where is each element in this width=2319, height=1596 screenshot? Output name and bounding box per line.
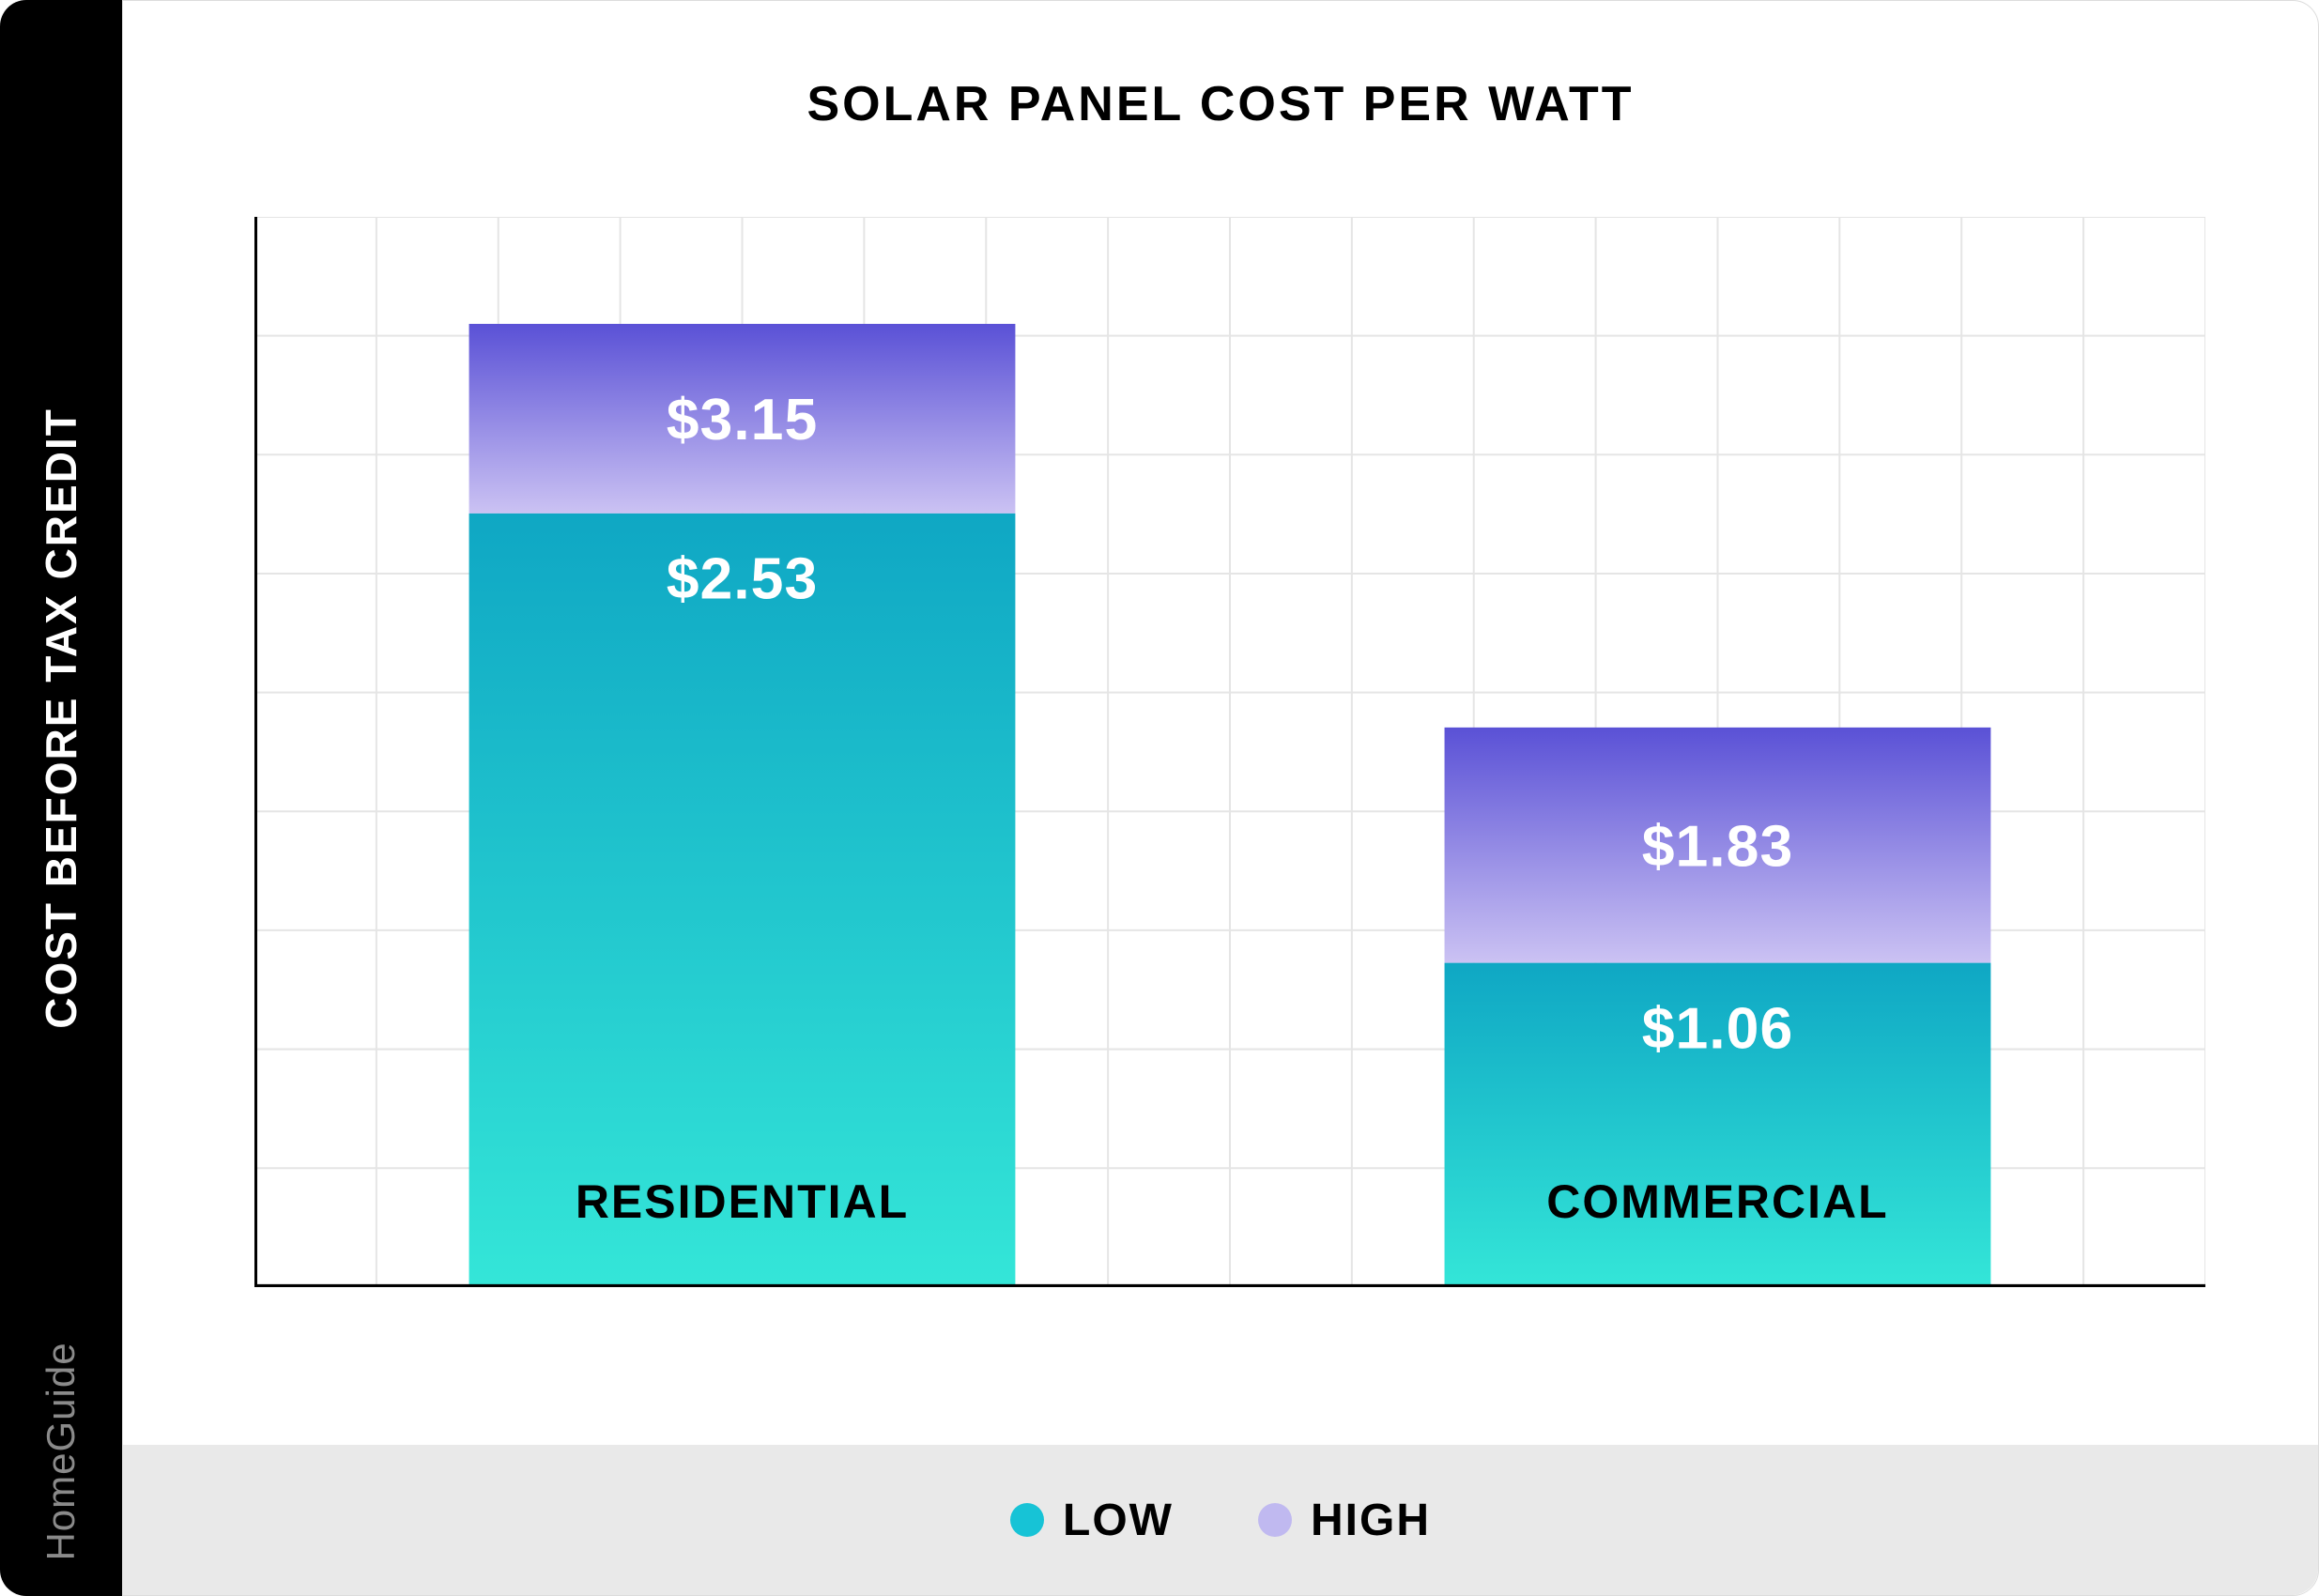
plot-area: $3.15 $2.53 $1.83 $1.06 [254,217,2205,1278]
legend-text-high: HIGH [1311,1495,1431,1546]
legend-text-low: LOW [1063,1495,1174,1546]
bar-label-high: $3.15 [667,387,819,453]
y-axis-label: COST BEFORE TAX CREDIT [36,407,86,1029]
legend-item-low: LOW [1010,1495,1174,1546]
category-label-0: RESIDENTIAL [254,1174,1230,1229]
bar-label-high: $1.83 [1642,813,1794,879]
side-rail: COST BEFORE TAX CREDIT HomeGuide [0,0,122,1596]
bar-label-low: $1.06 [1642,995,1794,1061]
legend-dot-high [1258,1503,1292,1537]
bar-low [469,514,1016,1287]
chart-main: SOLAR PANEL COST PER WATT [122,0,2319,1596]
chart-title: SOLAR PANEL COST PER WATT [123,76,2318,132]
category-label-1: COMMERCIAL [1230,1174,2205,1229]
brand-label: HomeGuide [38,1342,84,1560]
legend: LOW HIGH [123,1445,2318,1595]
category-labels: RESIDENTIAL COMMERCIAL [254,1174,2205,1229]
legend-item-high: HIGH [1258,1495,1431,1546]
chart-svg: $3.15 $2.53 $1.83 $1.06 [254,217,2205,1287]
bar-label-low: $2.53 [667,546,819,612]
legend-dot-low [1010,1503,1044,1537]
chart-frame: COST BEFORE TAX CREDIT HomeGuide SOLAR P… [0,0,2319,1596]
